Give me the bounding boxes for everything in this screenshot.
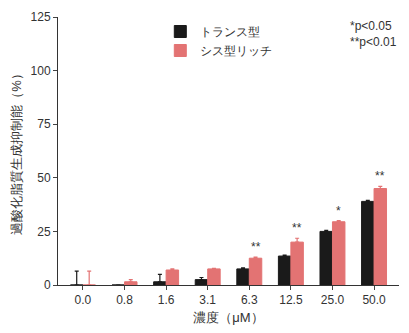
svg-text:*: *	[336, 204, 341, 218]
svg-text:75: 75	[37, 117, 51, 131]
svg-text:**: **	[375, 169, 385, 183]
svg-text:6.3: 6.3	[241, 293, 258, 307]
svg-text:濃度（μM）: 濃度（μM）	[193, 310, 263, 325]
svg-text:0: 0	[44, 278, 51, 292]
svg-text:25: 25	[37, 225, 51, 239]
svg-text:50: 50	[37, 171, 51, 185]
svg-text:**: **	[292, 221, 302, 235]
svg-text:12.5: 12.5	[279, 293, 303, 307]
svg-text:過酸化脂質生成抑制能（%）: 過酸化脂質生成抑制能（%）	[9, 67, 24, 235]
svg-text:*p<0.05**p<0.01: *p<0.05**p<0.01	[350, 19, 397, 49]
svg-text:50.0: 50.0	[362, 293, 386, 307]
svg-text:0.8: 0.8	[116, 293, 133, 307]
svg-text:トランス型: トランス型	[200, 25, 260, 39]
svg-text:3.1: 3.1	[199, 293, 216, 307]
svg-text:25.0: 25.0	[321, 293, 345, 307]
svg-text:シス型リッチ: シス型リッチ	[200, 44, 272, 58]
svg-text:100: 100	[31, 64, 51, 78]
svg-text:1.6: 1.6	[158, 293, 175, 307]
svg-text:**: **	[251, 240, 261, 254]
svg-text:125: 125	[31, 10, 51, 24]
svg-text:0.0: 0.0	[75, 293, 92, 307]
